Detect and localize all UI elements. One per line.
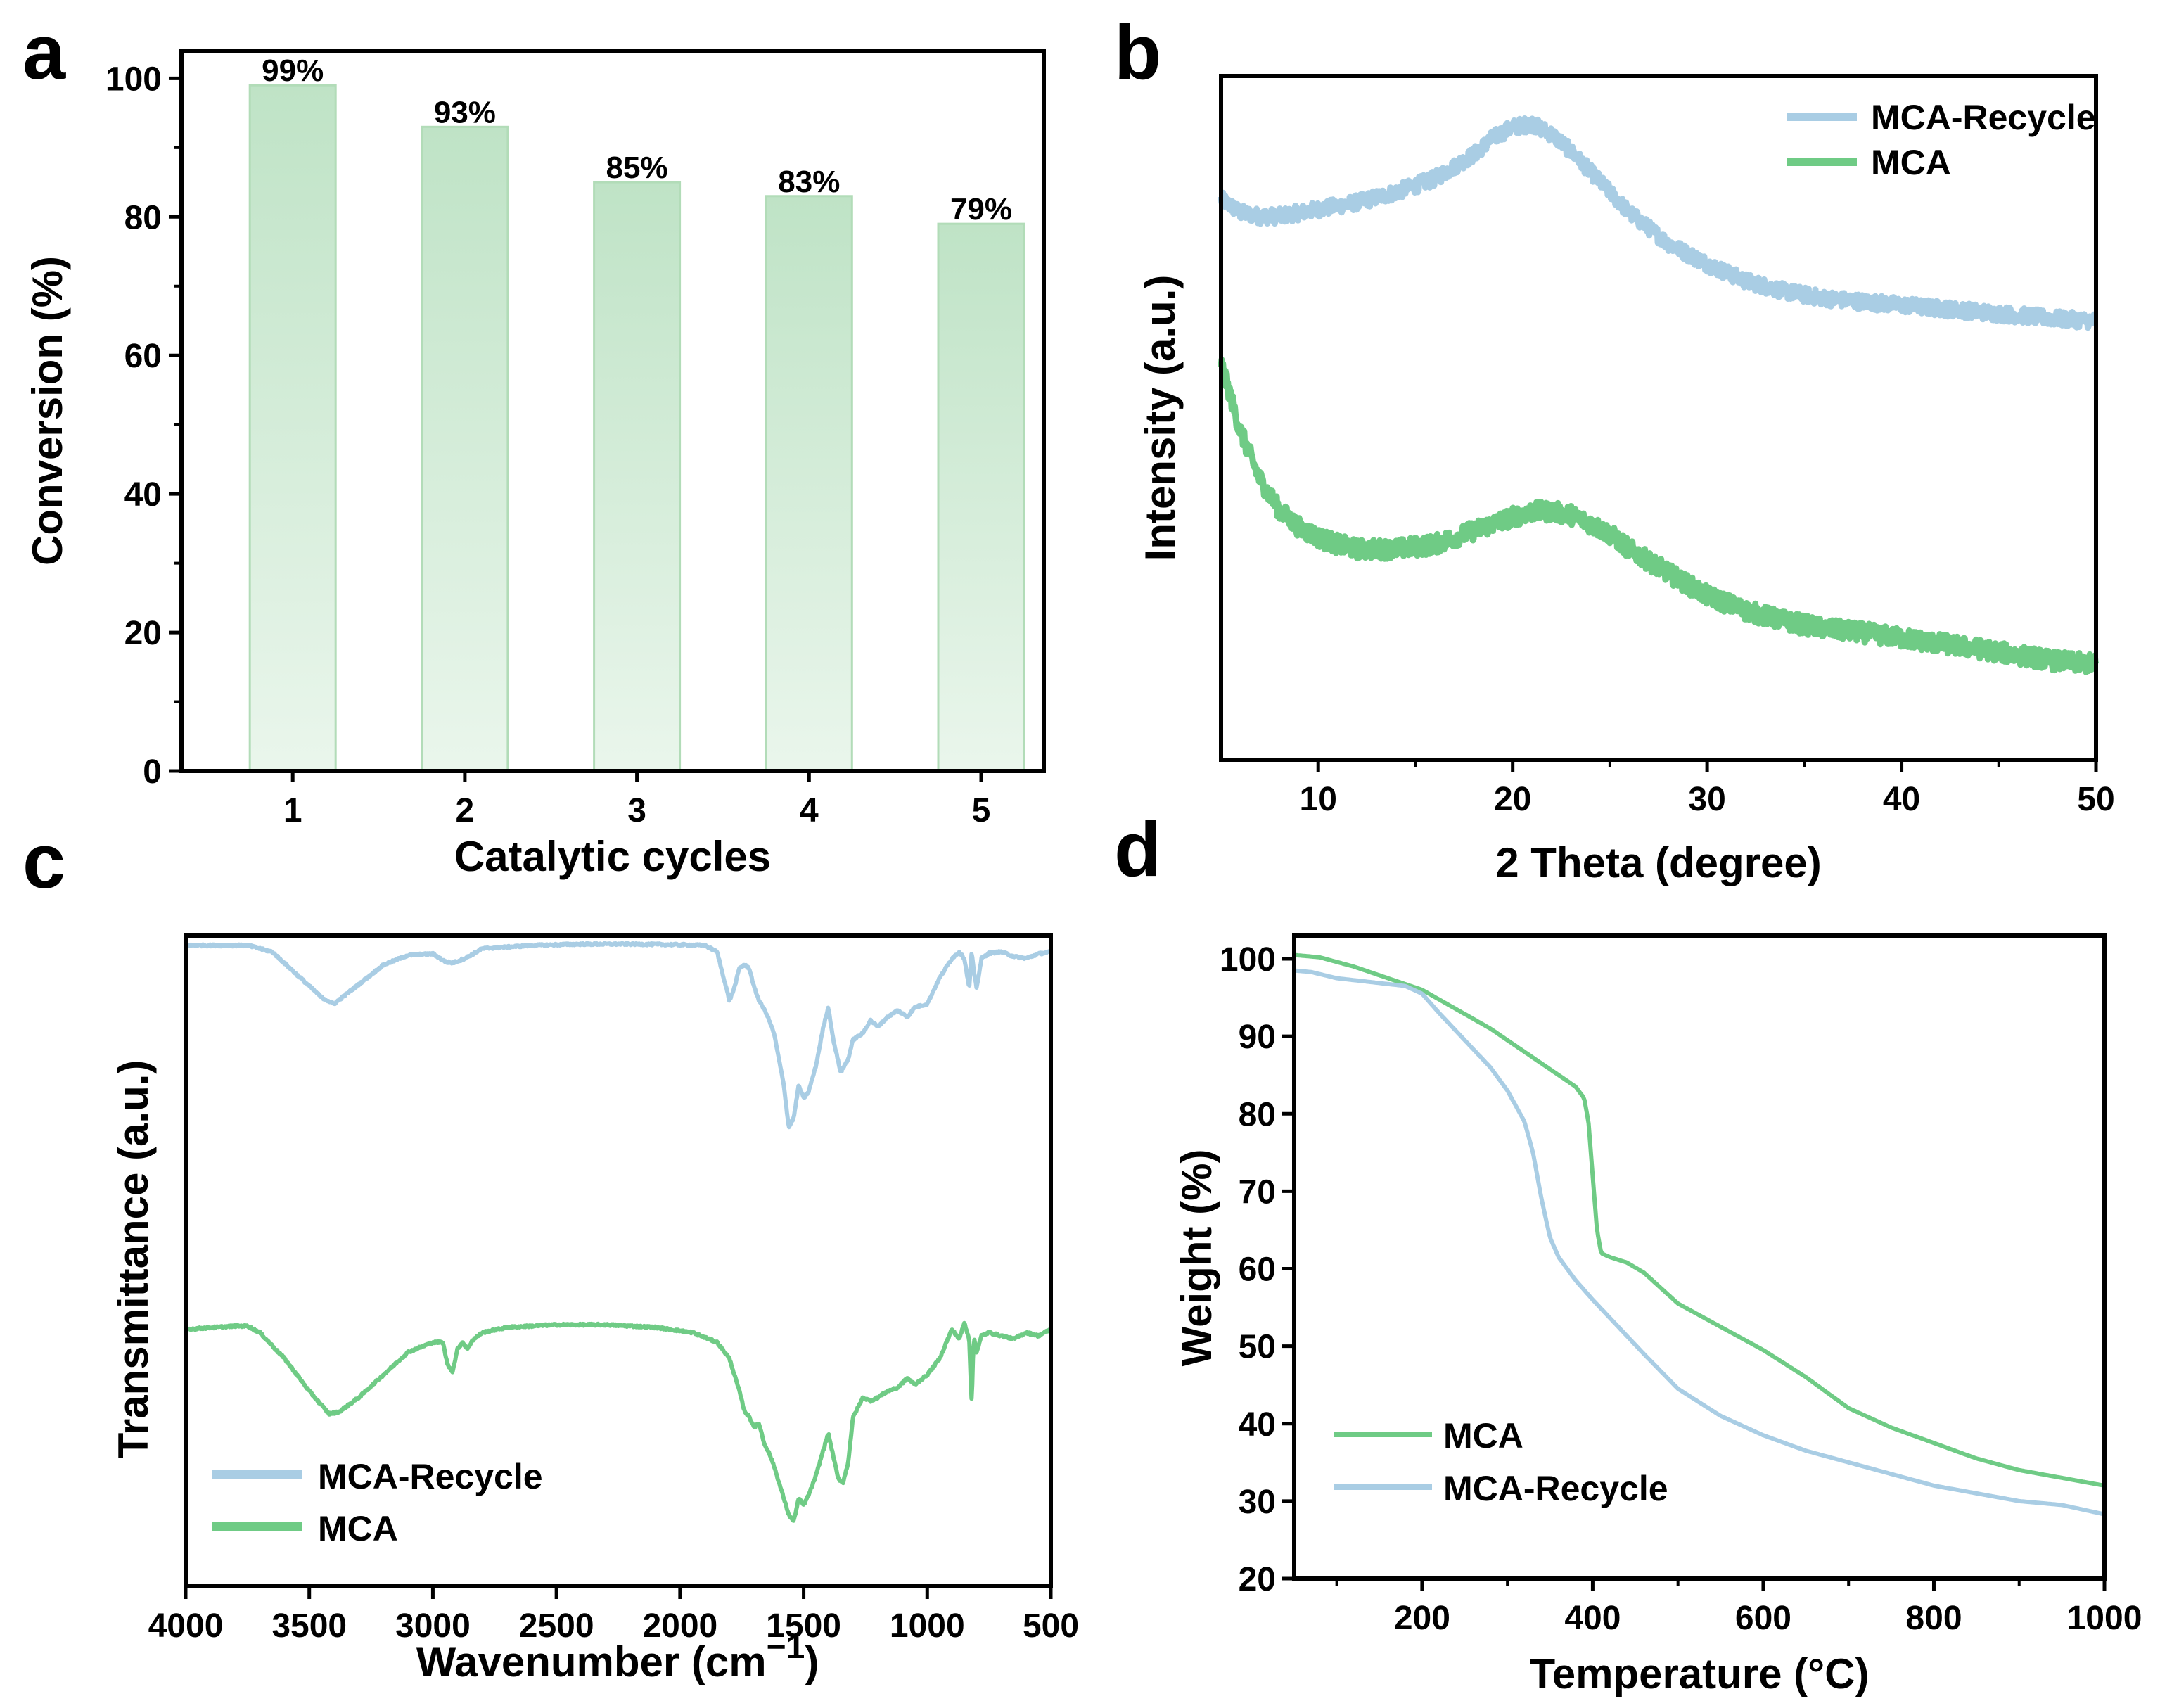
a-y-tick-label: 80 bbox=[124, 199, 162, 236]
d-legend-label-mca: MCA bbox=[1443, 1416, 1523, 1455]
a-x-tick-label: 5 bbox=[972, 792, 991, 829]
d-x-tick-label: 600 bbox=[1735, 1600, 1791, 1637]
b-x-axis-label: 2 Theta (degree) bbox=[1495, 839, 1821, 886]
b-series-mca-recycle bbox=[1218, 115, 2099, 331]
c-x-tick-label: 4000 bbox=[148, 1607, 224, 1645]
a-bar-cycle-1 bbox=[248, 84, 337, 772]
d-legend: MCA MCA-Recycle bbox=[1334, 1416, 1668, 1508]
a-x-tick-label: 3 bbox=[627, 792, 646, 829]
d-y-tick-label: 90 bbox=[1239, 1019, 1276, 1056]
c-x-tick-label: 1000 bbox=[890, 1607, 965, 1645]
a-bar-value-label: 85% bbox=[606, 151, 668, 185]
panel-label-b: b bbox=[1114, 9, 1161, 96]
c-legend: MCA-Recycle MCA bbox=[212, 1457, 543, 1548]
c-plot-frame bbox=[184, 933, 1053, 1588]
b-x-tick-label: 20 bbox=[1494, 781, 1531, 818]
d-plot-frame bbox=[1292, 933, 2107, 1581]
a-plot-frame bbox=[179, 49, 1046, 773]
b-legend: MCA-Recycle MCA bbox=[1787, 98, 2096, 182]
c-x-axis-label: Wavenumber (cm−1) bbox=[416, 1629, 819, 1685]
c-y-axis-label: Transmittance (a.u.) bbox=[110, 1060, 157, 1459]
c-x-tick-label: 1500 bbox=[766, 1607, 841, 1645]
a-y-tick-label: 20 bbox=[124, 615, 162, 652]
a-bar-cycle-5 bbox=[937, 222, 1025, 772]
a-x-tick-label: 4 bbox=[800, 792, 819, 829]
d-y-axis-label: Weight (%) bbox=[1173, 1149, 1220, 1367]
b-legend-label-mca: MCA bbox=[1871, 143, 1951, 182]
panel-a-bar-chart: 99% 93% 85% 83% 79% 0 20 40 60 80 100 1 2 3 4 5 Catal… bbox=[24, 49, 1046, 880]
b-plot-frame bbox=[1219, 74, 2098, 762]
d-y-tick-label: 50 bbox=[1239, 1329, 1276, 1366]
d-x-tick-label: 400 bbox=[1564, 1600, 1621, 1637]
a-x-tick-label: 1 bbox=[283, 792, 302, 829]
a-bar-cycle-2 bbox=[421, 125, 509, 772]
a-bar-value-label: 93% bbox=[434, 95, 496, 129]
c-legend-label-mca-recycle: MCA-Recycle bbox=[318, 1457, 543, 1496]
c-x-tick-label: 2500 bbox=[519, 1607, 594, 1645]
d-y-tick-label: 20 bbox=[1239, 1561, 1276, 1598]
c-x-tick-label: 500 bbox=[1023, 1607, 1079, 1645]
a-x-axis-label: Catalytic cycles bbox=[454, 833, 771, 880]
c-x-tick-label: 2000 bbox=[642, 1607, 717, 1645]
c-x-axis-label-main: Wavenumber (cm bbox=[416, 1638, 767, 1685]
d-y-tick-label: 70 bbox=[1239, 1173, 1276, 1211]
d-y-tick-label: 30 bbox=[1239, 1484, 1276, 1521]
a-y-axis-label: Conversion (%) bbox=[24, 256, 71, 566]
c-x-axis-label-superscript: −1 bbox=[767, 1629, 805, 1666]
a-bar-value-label: 83% bbox=[778, 165, 840, 199]
a-y-tick-label: 60 bbox=[124, 338, 162, 375]
a-y-tick-label: 0 bbox=[143, 753, 162, 791]
b-x-tick-label: 50 bbox=[2077, 781, 2114, 818]
panel-c-ftir-chart: 4000 3500 3000 2500 2000 1500 1000 500 Wavenumb… bbox=[110, 933, 1079, 1685]
panel-label-a: a bbox=[23, 9, 66, 96]
d-y-tick-label: 60 bbox=[1239, 1251, 1276, 1289]
panel-d-tga-chart: 20 30 40 50 60 70 80 90 100 200 400 600 800 1000 Tem… bbox=[1173, 933, 2142, 1697]
c-series-mca bbox=[184, 1320, 1053, 1523]
a-bar-value-label: 79% bbox=[950, 192, 1012, 227]
a-x-tick-label: 2 bbox=[456, 792, 475, 829]
b-y-axis-label: Intensity (a.u.) bbox=[1137, 275, 1184, 561]
b-x-tick-label: 30 bbox=[1688, 781, 1725, 818]
panel-b-xrd-chart: 10 20 30 40 50 2 Theta (degree) Intensity (a… bbox=[1137, 74, 2115, 886]
c-x-axis-label-end: ) bbox=[805, 1638, 819, 1685]
d-series-mca bbox=[1293, 952, 2106, 1488]
c-x-tick-label: 3500 bbox=[271, 1607, 347, 1645]
d-series-mca-recycle bbox=[1293, 968, 2106, 1517]
panel-label-c: c bbox=[23, 818, 65, 905]
d-y-tick-label: 100 bbox=[1220, 941, 1276, 979]
d-x-tick-label: 800 bbox=[1905, 1600, 1962, 1637]
d-x-axis-label: Temperature (°C) bbox=[1530, 1650, 1870, 1697]
b-legend-label-mca-recycle: MCA-Recycle bbox=[1871, 98, 2096, 137]
panel-label-d: d bbox=[1114, 806, 1161, 893]
d-x-tick-label: 1000 bbox=[2067, 1600, 2142, 1637]
a-bar-value-label: 99% bbox=[262, 53, 324, 88]
c-x-tick-label: 3000 bbox=[395, 1607, 471, 1645]
a-bar-cycle-3 bbox=[593, 181, 682, 772]
b-x-tick-label: 10 bbox=[1300, 781, 1337, 818]
d-legend-label-mca-recycle: MCA-Recycle bbox=[1443, 1469, 1668, 1508]
d-x-tick-label: 200 bbox=[1394, 1600, 1450, 1637]
c-legend-label-mca: MCA bbox=[318, 1509, 398, 1548]
a-bar-cycle-4 bbox=[765, 195, 853, 772]
d-y-tick-label: 80 bbox=[1239, 1096, 1276, 1133]
b-series-mca bbox=[1218, 357, 2100, 675]
a-y-tick-label: 100 bbox=[106, 60, 162, 98]
c-series-mca-recycle bbox=[184, 941, 1052, 1130]
b-x-tick-label: 40 bbox=[1883, 781, 1920, 818]
d-y-tick-label: 40 bbox=[1239, 1406, 1276, 1443]
a-y-tick-label: 40 bbox=[124, 476, 162, 514]
